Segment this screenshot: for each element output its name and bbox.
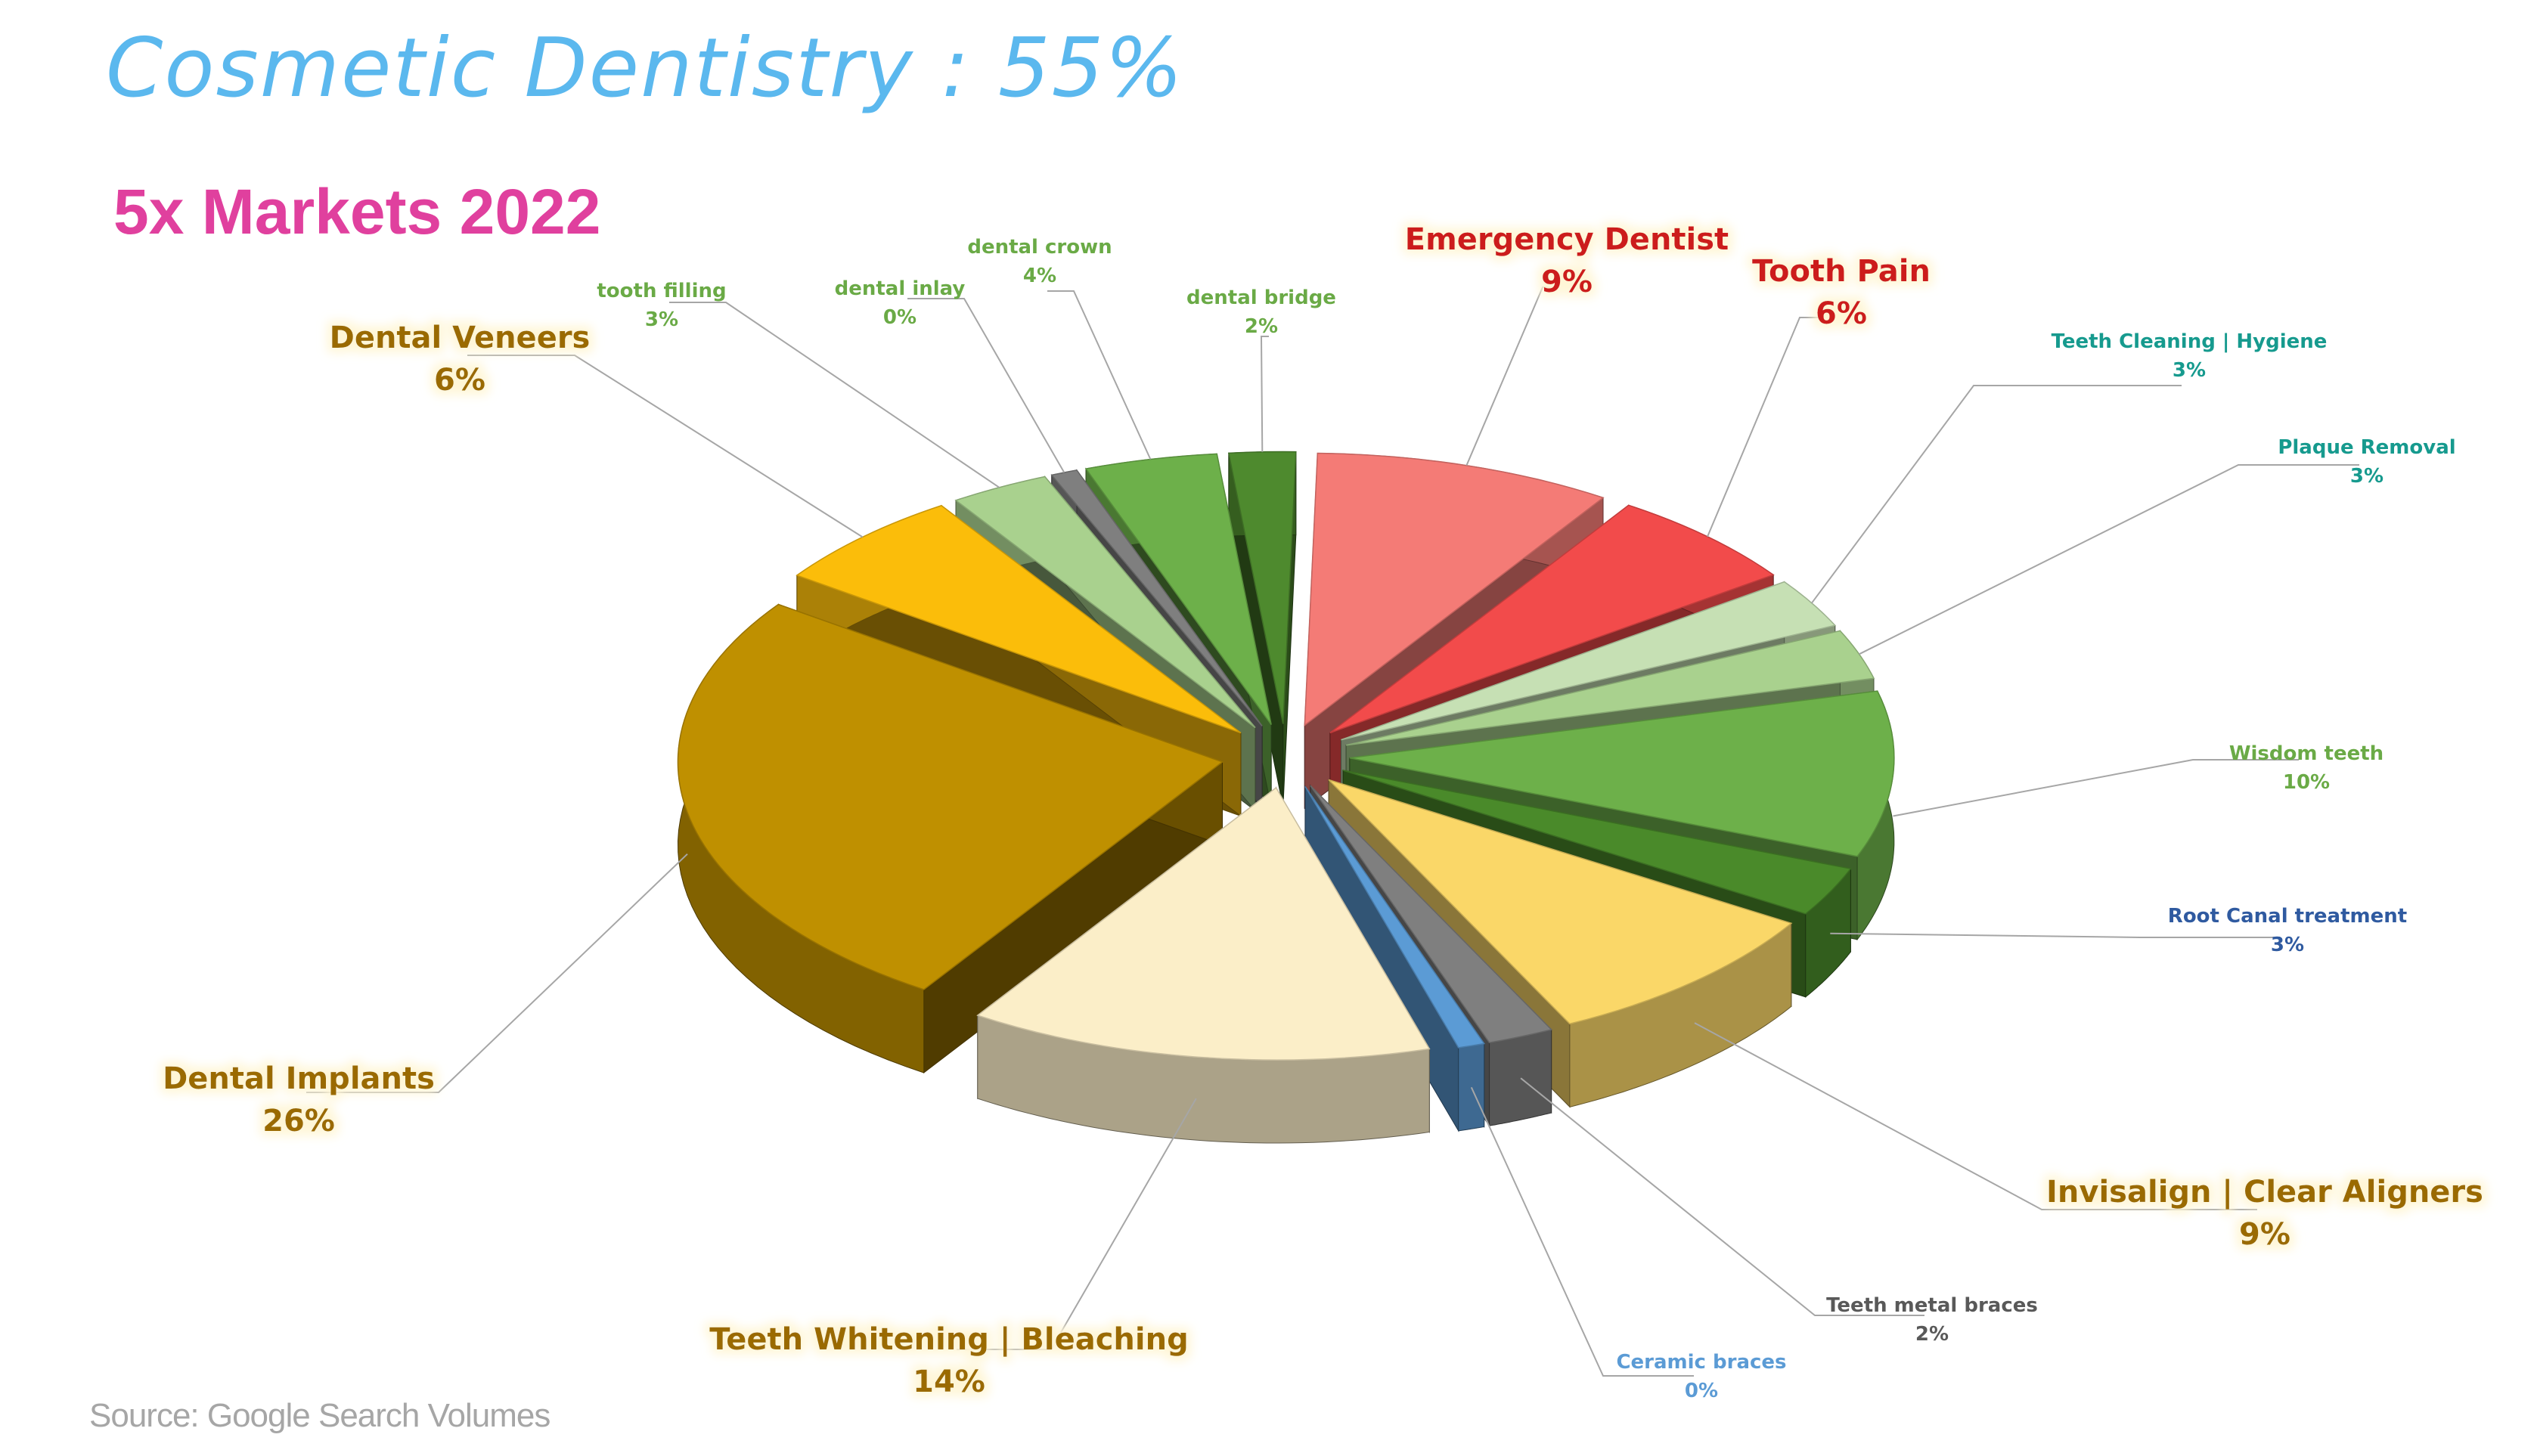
slice-label-value: 3% [2350, 465, 2383, 488]
slice-label-5: Wisdom teeth 10% [2229, 742, 2383, 794]
slice-label-11: Dental Implants 26% [163, 1061, 435, 1138]
slice-label-name: Emergency Dentist [1405, 222, 1729, 257]
leader-line-8 [1520, 1077, 1924, 1316]
leader-line-3 [1811, 385, 2182, 604]
slice-top-face [1345, 630, 1875, 746]
leader-line-14 [907, 298, 1065, 473]
slice-label-value: 9% [1541, 265, 1593, 299]
slice-label-name: dental crown [967, 236, 1112, 259]
slice-label-value: 3% [2271, 934, 2304, 956]
slice-label-value: 3% [2173, 359, 2206, 382]
slice-label-value: 6% [1816, 296, 1867, 331]
leader-line-0 [1260, 336, 1269, 452]
slice-top-face [1328, 779, 1793, 1025]
leader-line-6 [1830, 932, 2280, 938]
slice-label-name: Teeth Cleaning | Hygiene [2052, 330, 2328, 353]
slice-label-value: 26% [262, 1104, 335, 1138]
slice-label-name: Plaque Removal [2278, 436, 2455, 459]
slice-label-name: Tooth Pain [1752, 254, 1931, 289]
slice-top-face [677, 603, 1224, 990]
pie-slices [677, 451, 1895, 1144]
slice-label-name: Dental Implants [163, 1061, 435, 1096]
slice-outer-wall [1458, 1042, 1485, 1132]
page-headline: Cosmetic Dentistry : 55% [106, 21, 1184, 116]
pie-slice-10 [976, 786, 1431, 1144]
slice-top-face [1304, 786, 1485, 1049]
slice-label-4: Plaque Removal 3% [2278, 436, 2455, 488]
slice-label-9: Ceramic braces 0% [1616, 1351, 1786, 1402]
leader-line-1 [1465, 287, 1559, 466]
leader-line-4 [1859, 464, 2359, 655]
slice-label-0: dental bridge 2% [1186, 287, 1336, 338]
slice-label-value: 6% [434, 363, 485, 398]
slice-label-name: dental inlay [835, 277, 966, 300]
slice-label-name: Ceramic braces [1616, 1351, 1786, 1374]
slice-label-7: Invisalign | Clear Aligners 9% [2046, 1175, 2483, 1252]
slice-label-value: 0% [883, 306, 916, 329]
slice-label-value: 2% [1245, 315, 1278, 338]
slice-label-name: tooth filling [597, 280, 726, 302]
slice-label-name: Wisdom teeth [2229, 742, 2383, 765]
chart-title: 5x Markets 2022 [113, 176, 601, 247]
slice-label-value: 2% [1915, 1323, 1949, 1346]
slice-top-face [954, 476, 1256, 729]
slice-top-face [976, 786, 1431, 1061]
slice-label-15: dental crown 4% [967, 236, 1112, 287]
slice-label-13: tooth filling 3% [597, 280, 726, 331]
slice-top-face [1342, 770, 1852, 915]
slice-label-1: Emergency Dentist 9% [1405, 222, 1729, 299]
slice-top-face [1050, 469, 1263, 726]
slice-label-value: 14% [913, 1365, 985, 1399]
pie-slice-11 [677, 603, 1224, 1073]
slice-label-name: Root Canal treatment [2168, 905, 2407, 928]
slice-label-12: Dental Veneers 6% [330, 321, 591, 398]
slice-label-10: Teeth Whitening | Bleaching 14% [709, 1322, 1188, 1399]
slice-top-face [1310, 785, 1553, 1044]
slice-top-face [1084, 453, 1272, 725]
slice-label-name: dental bridge [1186, 287, 1336, 309]
slice-label-name: Teeth Whitening | Bleaching [709, 1322, 1188, 1358]
leader-lines [306, 287, 2359, 1377]
source-note: Source: Google Search Volumes [89, 1397, 551, 1434]
leader-line-15 [1047, 290, 1152, 460]
slice-labels: dental bridge 2% Emergency Dentist 9% Tooth … [163, 222, 2483, 1402]
slice-label-8: Teeth metal braces 2% [1826, 1294, 2038, 1346]
leader-line-10 [957, 1098, 1197, 1350]
slice-label-name: Teeth metal braces [1826, 1294, 2038, 1317]
slice-label-3: Teeth Cleaning | Hygiene 3% [2052, 330, 2328, 382]
slice-top-face [1304, 452, 1605, 726]
leader-line-2 [1707, 317, 1834, 537]
slice-label-value: 0% [1685, 1380, 1718, 1402]
slice-label-value: 10% [2283, 771, 2330, 794]
slice-label-6: Root Canal treatment 3% [2168, 905, 2407, 956]
slice-label-name: Invisalign | Clear Aligners [2046, 1175, 2483, 1210]
slice-label-2: Tooth Pain 6% [1752, 254, 1931, 331]
leader-line-13 [669, 302, 1000, 488]
slice-label-14: dental inlay 0% [835, 277, 966, 329]
leader-line-9 [1470, 1086, 1694, 1377]
leader-line-5 [1893, 759, 2299, 817]
leader-line-7 [1694, 1022, 2257, 1210]
slice-label-value: 9% [2239, 1217, 2290, 1252]
slice-label-value: 4% [1023, 265, 1056, 287]
slice-label-value: 3% [645, 308, 678, 331]
leader-line-11 [306, 853, 688, 1093]
slice-label-name: Dental Veneers [330, 321, 591, 355]
leader-line-12 [467, 355, 864, 538]
slice-outer-wall [1489, 1029, 1552, 1126]
slice-top-face [1349, 690, 1895, 857]
